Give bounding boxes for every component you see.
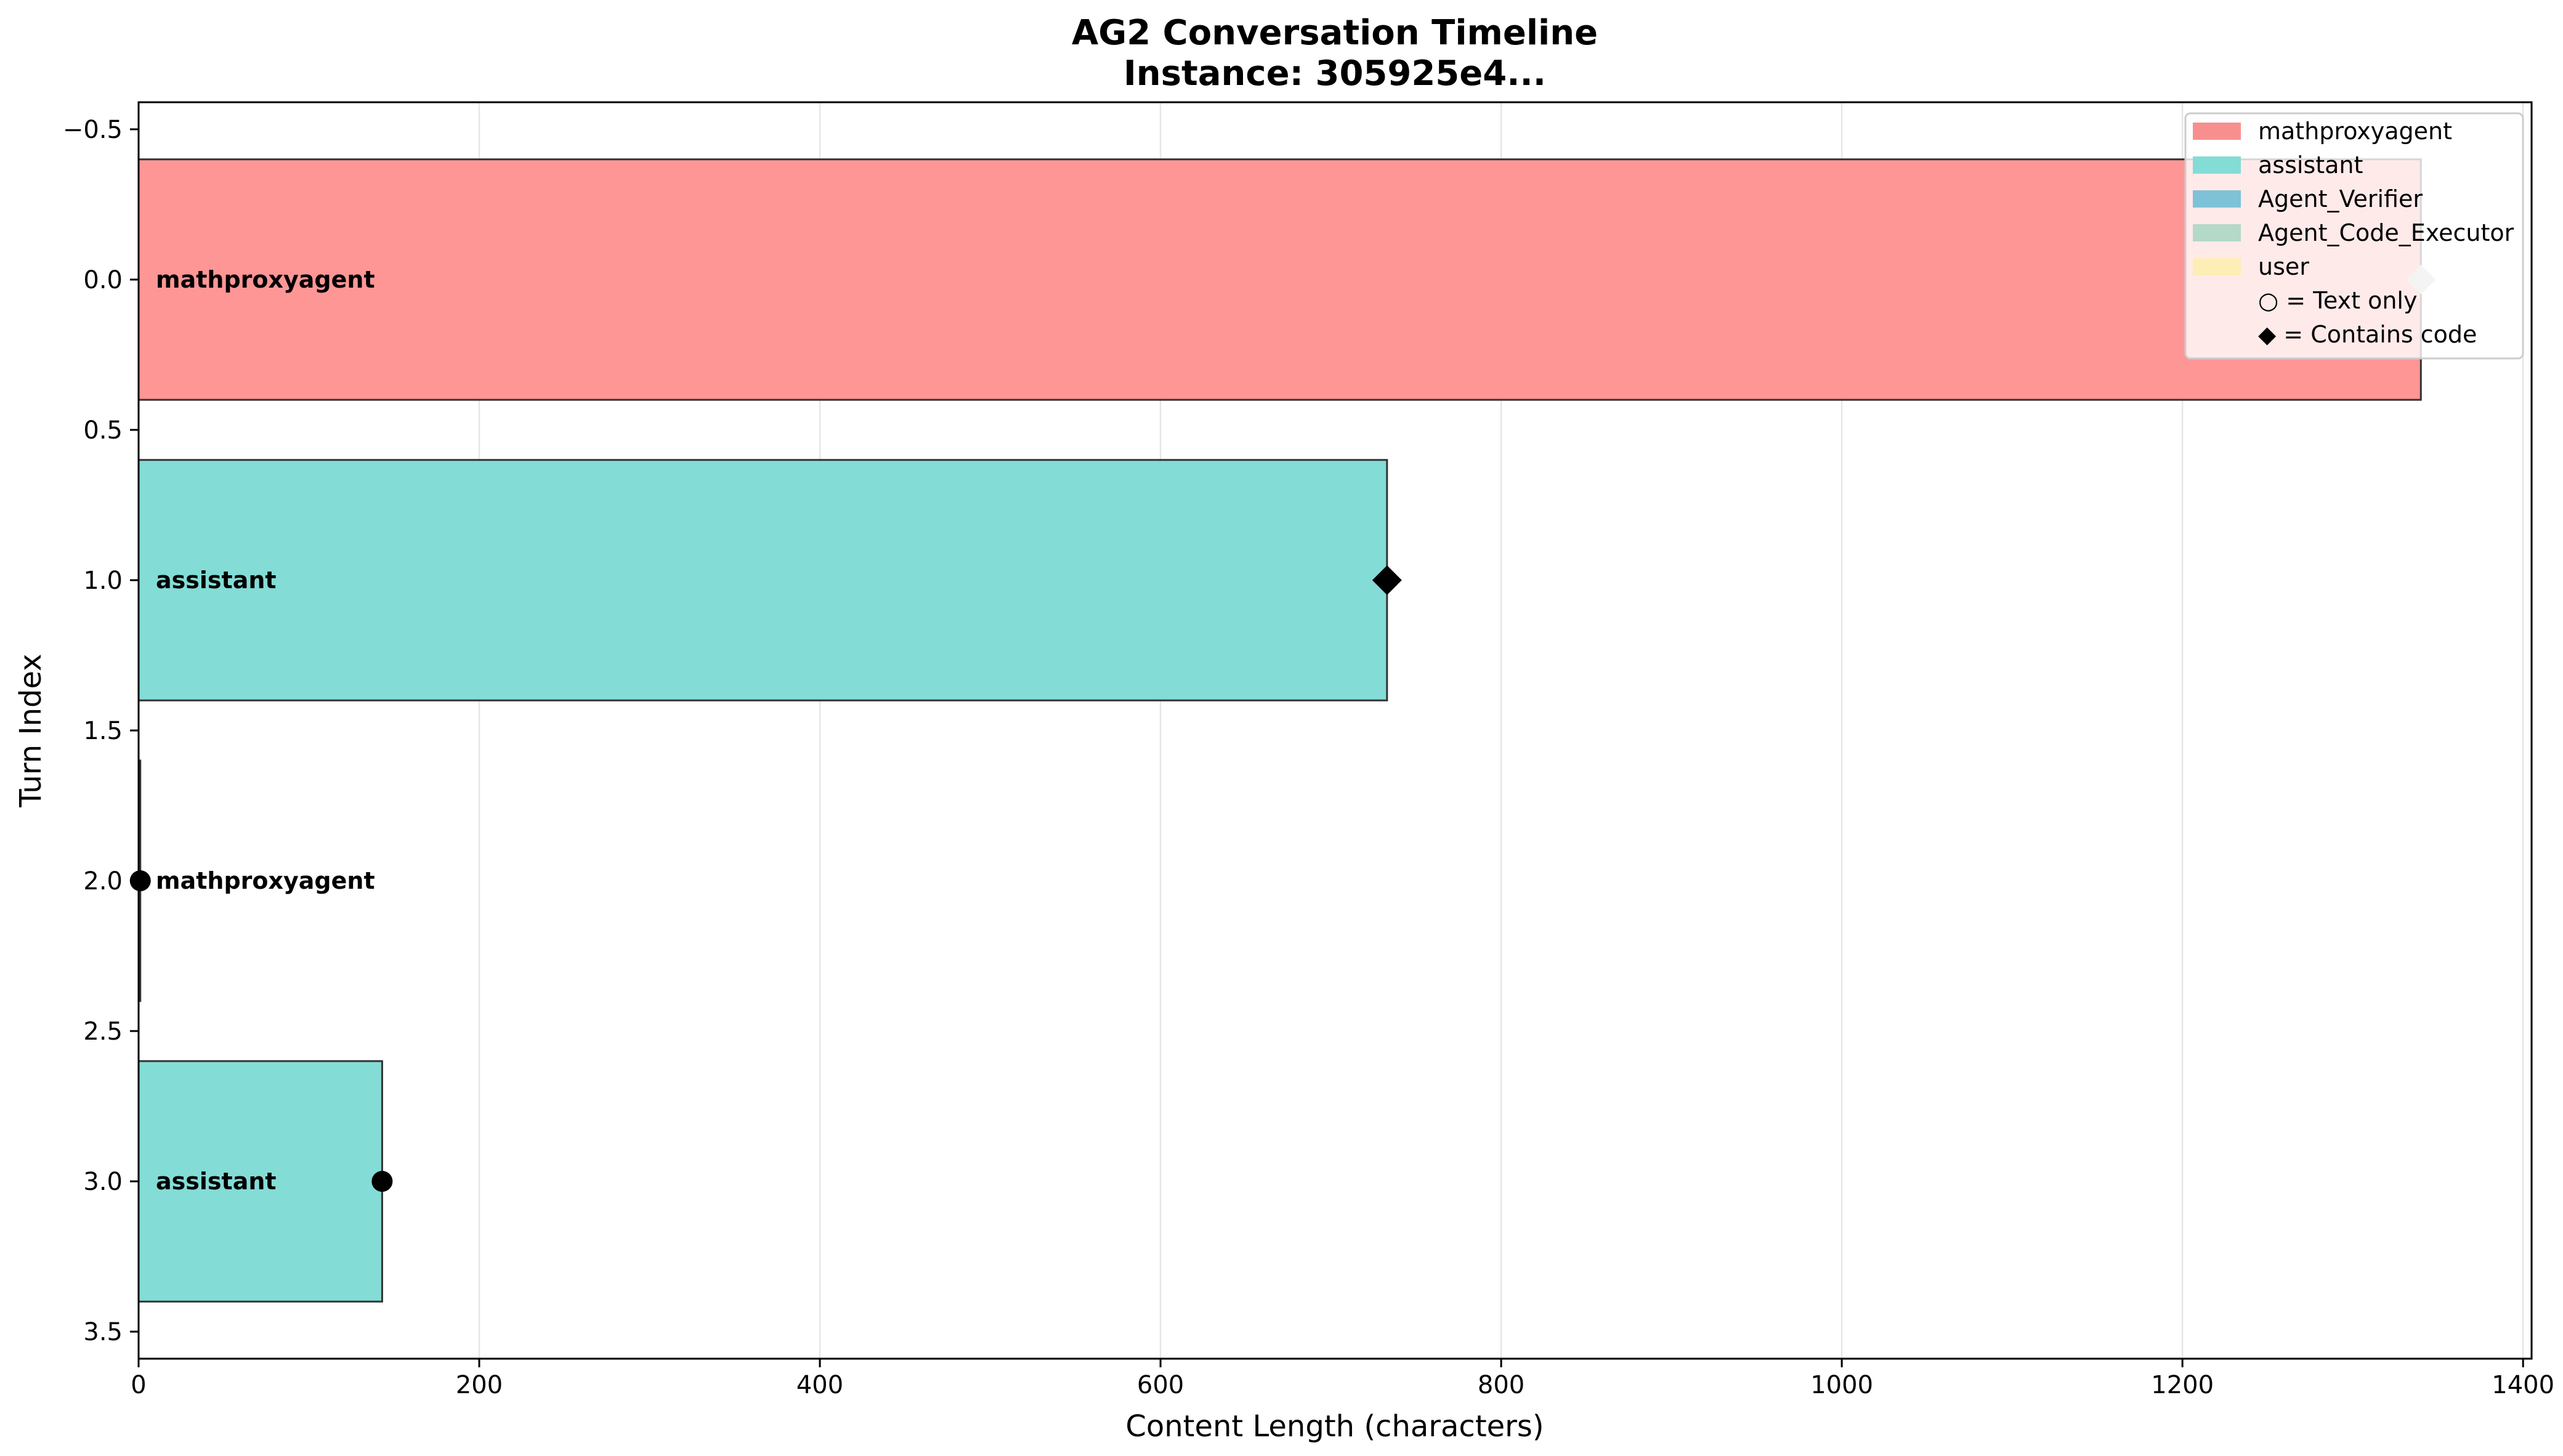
legend: mathproxyagent assistant Agent_Verifier Age…	[2184, 112, 2524, 360]
y-axis-label: Turn Index	[14, 653, 48, 807]
x-tick-label: 600	[1137, 1371, 1184, 1399]
legend-label: ◆ = Contains code	[2258, 321, 2477, 348]
legend-label: ○ = Text only	[2258, 287, 2417, 314]
y-tick-label: 2.5	[83, 1017, 123, 1046]
x-tick-label: 800	[1478, 1371, 1524, 1399]
y-tick-label: 0.5	[83, 416, 123, 445]
legend-label: user	[2258, 253, 2309, 280]
legend-swatch	[2193, 156, 2241, 174]
x-tick-label: 1400	[2492, 1371, 2554, 1399]
legend-entries: mathproxyagent assistant Agent_Verifier Age…	[2193, 118, 2514, 348]
y-tick-label: 3.0	[83, 1168, 123, 1196]
legend-label: mathproxyagent	[2258, 118, 2452, 145]
y-tick-label: 1.5	[83, 717, 123, 745]
chart-title: AG2 Conversation Timeline	[1072, 13, 1598, 53]
bar-agent-label: mathproxyagent	[156, 266, 375, 293]
legend-swatch	[2193, 224, 2241, 241]
legend-label: Agent_Verifier	[2258, 185, 2423, 212]
y-tick-label: 0.0	[83, 266, 123, 294]
x-tick-label: 200	[456, 1371, 503, 1399]
bar-turn-0	[137, 158, 2422, 401]
legend-swatch	[2193, 258, 2241, 275]
y-tick-label: 3.5	[83, 1318, 123, 1346]
y-tick-label: −0.5	[63, 116, 123, 144]
y-tick-label: 1.0	[83, 567, 123, 595]
x-tick-label: 1000	[1810, 1371, 1873, 1399]
legend-box	[2184, 112, 2524, 360]
text-only-marker-circle	[129, 870, 151, 892]
x-axis-ticks: 0 200 400 600 800 1000 1200 1400	[131, 1359, 2554, 1399]
x-tick-label: 0	[131, 1371, 146, 1399]
bar-agent-label: assistant	[156, 567, 277, 594]
x-tick-label: 400	[796, 1371, 843, 1399]
bars	[137, 158, 2422, 1303]
bar-turn-1	[137, 459, 1388, 702]
legend-swatch	[2193, 190, 2241, 208]
chart-subtitle: Instance: 305925e4...	[1124, 54, 1546, 94]
text-only-marker-circle	[371, 1171, 393, 1192]
bar-agent-label: assistant	[156, 1168, 277, 1195]
x-tick-label: 1200	[2151, 1371, 2214, 1399]
legend-label: assistant	[2258, 152, 2363, 179]
bar-labels: mathproxyagent assistant mathproxyagent ass…	[156, 266, 375, 1195]
legend-swatch	[2193, 123, 2241, 140]
bar-agent-label: mathproxyagent	[156, 867, 375, 894]
code-marker-diamond	[1372, 565, 1402, 595]
y-tick-label: 2.0	[83, 867, 123, 896]
legend-label: Agent_Code_Executor	[2258, 219, 2514, 246]
x-axis-label: Content Length (characters)	[1125, 1409, 1544, 1444]
y-axis-ticks: −0.5 0.0 0.5 1.0 1.5 2.0 2.5 3.0 3.5	[63, 116, 139, 1346]
